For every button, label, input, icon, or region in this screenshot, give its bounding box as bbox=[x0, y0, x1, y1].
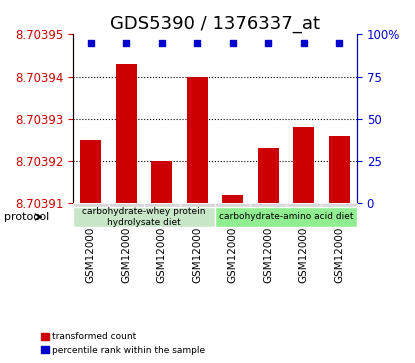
Legend: transformed count, percentile rank within the sample: transformed count, percentile rank withi… bbox=[38, 329, 209, 359]
Text: carbohydrate-whey protein
hydrolysate diet: carbohydrate-whey protein hydrolysate di… bbox=[82, 207, 206, 227]
Point bbox=[159, 40, 165, 46]
Bar bbox=[187, 77, 208, 203]
Point bbox=[300, 40, 307, 46]
Bar bbox=[329, 136, 350, 203]
Bar bbox=[222, 195, 243, 203]
Bar bbox=[258, 148, 279, 203]
Bar bbox=[151, 161, 172, 203]
Bar bbox=[116, 64, 137, 203]
Point bbox=[336, 40, 342, 46]
Text: protocol: protocol bbox=[4, 212, 49, 222]
Point bbox=[265, 40, 271, 46]
Text: carbohydrate-amino acid diet: carbohydrate-amino acid diet bbox=[219, 212, 353, 221]
Point bbox=[229, 40, 236, 46]
Point bbox=[88, 40, 94, 46]
Point bbox=[123, 40, 129, 46]
Bar bbox=[293, 127, 314, 203]
Bar bbox=[80, 140, 102, 203]
Point bbox=[194, 40, 200, 46]
Title: GDS5390 / 1376337_at: GDS5390 / 1376337_at bbox=[110, 15, 320, 33]
